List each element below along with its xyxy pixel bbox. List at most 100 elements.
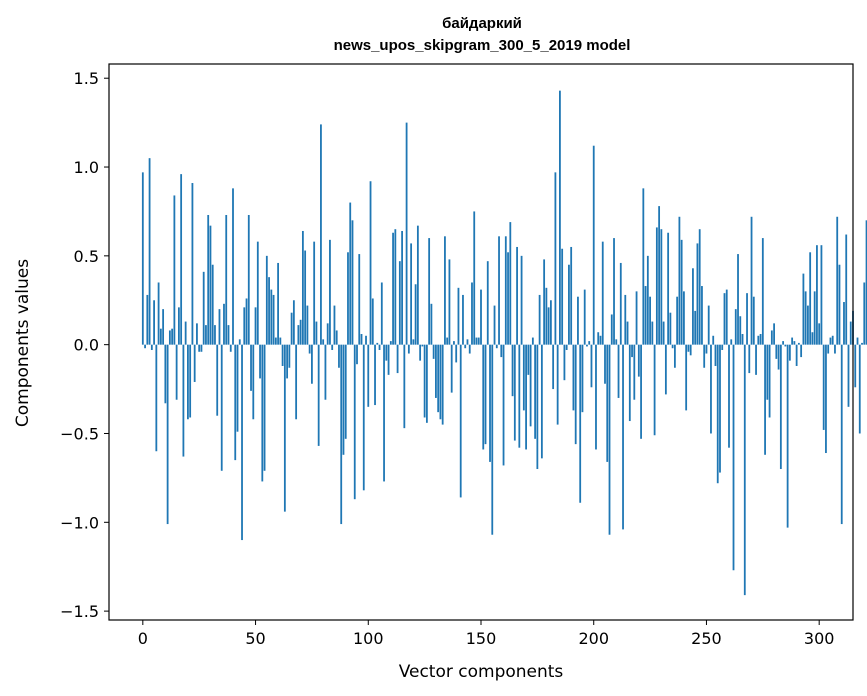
bar <box>610 314 613 345</box>
bar <box>507 252 509 345</box>
bar <box>536 344 539 470</box>
bar <box>209 225 212 345</box>
bar <box>714 344 717 366</box>
bar <box>187 344 189 420</box>
bar <box>356 344 358 365</box>
bar <box>669 312 672 345</box>
bar <box>324 344 327 400</box>
bar <box>685 344 688 411</box>
bar <box>489 344 491 462</box>
bar <box>813 291 816 345</box>
bar <box>486 261 489 345</box>
bar <box>229 344 232 352</box>
bar <box>597 332 600 345</box>
bar <box>279 337 282 345</box>
bar <box>245 298 248 345</box>
bar <box>664 344 667 395</box>
bar <box>450 344 453 393</box>
bar <box>646 255 649 345</box>
bar <box>577 296 579 345</box>
bar <box>633 344 636 400</box>
x-tick-label: 0 <box>138 629 148 648</box>
bar <box>592 145 595 345</box>
bar <box>667 232 670 345</box>
bar <box>807 305 809 345</box>
bar <box>588 341 591 345</box>
bar <box>825 344 827 454</box>
bar <box>207 214 210 345</box>
bar <box>290 312 293 345</box>
bar <box>401 230 403 345</box>
bar <box>631 344 633 358</box>
bar <box>423 344 426 418</box>
bar <box>831 335 834 345</box>
bar <box>353 344 356 500</box>
bar <box>453 341 455 345</box>
bar <box>827 344 830 354</box>
bar <box>175 344 178 400</box>
bar <box>150 344 153 350</box>
bar <box>836 216 839 345</box>
bar <box>651 321 654 345</box>
bar <box>304 250 307 345</box>
bar <box>464 344 467 349</box>
bar <box>320 124 322 345</box>
bar <box>466 339 469 345</box>
bar <box>671 344 674 349</box>
bar <box>863 282 866 345</box>
bar <box>173 195 176 345</box>
bar <box>200 344 203 352</box>
bar <box>419 344 422 361</box>
bar <box>387 344 390 375</box>
bar <box>232 188 234 345</box>
bar <box>498 236 500 345</box>
x-tick-label: 150 <box>466 629 497 648</box>
bar <box>238 339 241 345</box>
bar <box>403 344 406 429</box>
bar <box>800 344 803 358</box>
bar <box>288 344 291 368</box>
bar <box>619 262 622 345</box>
bar <box>775 344 778 359</box>
bar <box>216 344 219 416</box>
bar <box>322 339 325 345</box>
bar <box>770 330 773 345</box>
x-tick-label: 100 <box>353 629 384 648</box>
bar <box>380 282 383 345</box>
bar <box>225 214 228 345</box>
bar <box>522 344 525 411</box>
bar <box>432 344 435 359</box>
bar <box>398 261 401 345</box>
bar <box>849 321 852 345</box>
bar <box>412 339 415 345</box>
bar <box>748 344 751 374</box>
bar <box>644 286 647 345</box>
bar <box>572 344 575 411</box>
bar <box>315 321 318 345</box>
bar <box>299 319 302 345</box>
bar <box>301 230 304 345</box>
bar <box>220 344 223 471</box>
bar <box>198 344 201 352</box>
bar <box>617 344 620 398</box>
bar <box>360 334 363 345</box>
bar <box>768 344 771 418</box>
plot-frame <box>108 63 854 621</box>
x-tick-label: 200 <box>578 629 609 648</box>
bar <box>680 239 683 345</box>
bar <box>396 344 399 374</box>
bar <box>171 328 174 345</box>
bar <box>371 298 374 345</box>
bar <box>818 323 821 345</box>
bar <box>779 344 782 470</box>
bar <box>144 344 146 349</box>
bar <box>437 344 440 413</box>
bar <box>595 344 597 450</box>
bar <box>358 254 361 345</box>
bar <box>613 238 615 345</box>
bar <box>482 344 485 450</box>
bar <box>184 321 187 345</box>
bar <box>444 236 446 345</box>
bar <box>696 243 699 345</box>
bar <box>218 309 221 345</box>
